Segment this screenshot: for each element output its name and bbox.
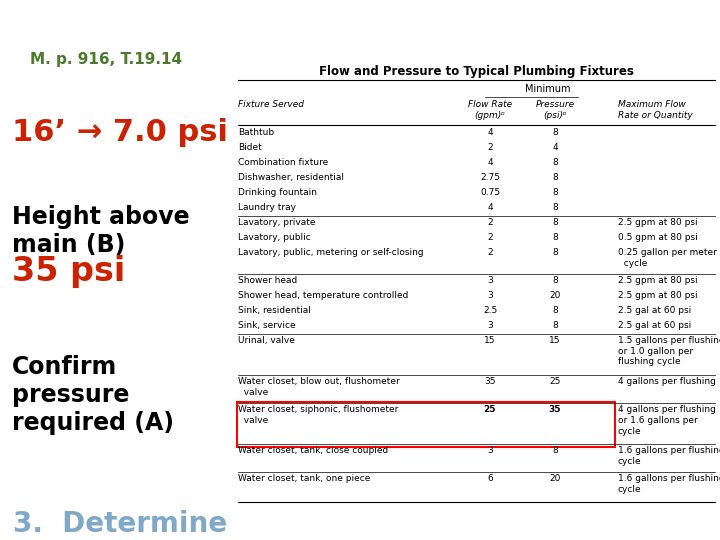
Text: 8: 8	[552, 446, 558, 455]
Text: 2.5 gpm at 80 psi: 2.5 gpm at 80 psi	[618, 291, 698, 300]
Text: Sink, service: Sink, service	[238, 321, 296, 330]
Text: Shower head, temperature controlled: Shower head, temperature controlled	[238, 291, 408, 300]
Text: Water closet, blow out, flushometer
  valve: Water closet, blow out, flushometer valv…	[238, 377, 400, 397]
Text: Water closet, tank, one piece: Water closet, tank, one piece	[238, 474, 370, 483]
Text: Flow and Pressure to Typical Plumbing Fixtures: Flow and Pressure to Typical Plumbing Fi…	[319, 65, 634, 78]
Text: 15: 15	[549, 336, 561, 345]
Text: Height above
main (B): Height above main (B)	[12, 205, 189, 257]
Text: 3.  Determine
the Most
Critical
Fixture: 3. Determine the Most Critical Fixture	[13, 510, 227, 540]
Text: 25: 25	[549, 377, 561, 386]
Text: 4: 4	[487, 158, 492, 167]
Text: 4: 4	[552, 143, 558, 152]
Text: Lavatory, public, metering or self-closing: Lavatory, public, metering or self-closi…	[238, 248, 423, 257]
Text: Flow Rate
(gpm)ᶛ: Flow Rate (gpm)ᶛ	[468, 100, 512, 120]
Text: 2: 2	[487, 218, 492, 227]
Text: 16’ → 7.0 psi: 16’ → 7.0 psi	[12, 118, 228, 147]
Text: 3: 3	[487, 321, 493, 330]
Text: 25: 25	[484, 405, 496, 414]
Text: 35: 35	[549, 405, 562, 414]
Text: 20: 20	[549, 291, 561, 300]
Text: 2.5 gal at 60 psi: 2.5 gal at 60 psi	[618, 306, 691, 315]
Text: 20: 20	[549, 474, 561, 483]
Text: 4 gallons per flushing
or 1.6 gallons per
cycle: 4 gallons per flushing or 1.6 gallons pe…	[618, 405, 716, 435]
Text: 8: 8	[552, 173, 558, 182]
Text: Fixture Served: Fixture Served	[238, 100, 304, 109]
Text: 0.5 gpm at 80 psi: 0.5 gpm at 80 psi	[618, 233, 698, 242]
Text: 4: 4	[487, 128, 492, 137]
Text: Sink, residential: Sink, residential	[238, 306, 311, 315]
Bar	[237, 402, 615, 447]
Text: Lavatory, public: Lavatory, public	[238, 233, 311, 242]
Text: 3: 3	[487, 291, 493, 300]
Text: 8: 8	[552, 248, 558, 257]
Text: 8: 8	[552, 158, 558, 167]
Text: 8: 8	[552, 203, 558, 212]
Text: 2.5 gpm at 80 psi: 2.5 gpm at 80 psi	[618, 276, 698, 285]
Text: Drinking fountain: Drinking fountain	[238, 188, 317, 197]
Text: Pressure
(psi)ᶛ: Pressure (psi)ᶛ	[536, 100, 575, 120]
Text: 2: 2	[487, 143, 492, 152]
Text: 4 gallons per flushing: 4 gallons per flushing	[618, 377, 716, 386]
Text: 8: 8	[552, 128, 558, 137]
Text: Shower head: Shower head	[238, 276, 297, 285]
Text: 2.75: 2.75	[480, 173, 500, 182]
Text: Dishwasher, residential: Dishwasher, residential	[238, 173, 344, 182]
Text: 2: 2	[487, 233, 492, 242]
Text: Water closet, tank, close coupled: Water closet, tank, close coupled	[238, 446, 388, 455]
Text: 15: 15	[485, 336, 496, 345]
Text: Confirm
pressure
required (A): Confirm pressure required (A)	[12, 355, 174, 435]
Text: 8: 8	[552, 306, 558, 315]
Text: M. p. 916, T.19.14: M. p. 916, T.19.14	[30, 52, 182, 67]
Text: Maximum Flow
Rate or Quantity: Maximum Flow Rate or Quantity	[618, 100, 693, 120]
Text: 35: 35	[485, 377, 496, 386]
Text: 2.5: 2.5	[483, 306, 497, 315]
Text: Water closet, siphonic, flushometer
  valve: Water closet, siphonic, flushometer valv…	[238, 405, 398, 425]
Text: Combination fixture: Combination fixture	[238, 158, 328, 167]
Text: 2.5 gal at 60 psi: 2.5 gal at 60 psi	[618, 321, 691, 330]
Text: Urinal, valve: Urinal, valve	[238, 336, 295, 345]
Text: Laundry tray: Laundry tray	[238, 203, 296, 212]
Text: 1.5 gallons per flushing
or 1.0 gallon per
flushing cycle: 1.5 gallons per flushing or 1.0 gallon p…	[618, 336, 720, 367]
Text: 8: 8	[552, 321, 558, 330]
Text: 8: 8	[552, 233, 558, 242]
Text: Bathtub: Bathtub	[238, 128, 274, 137]
Text: 35 psi: 35 psi	[12, 255, 125, 288]
Text: 0.75: 0.75	[480, 188, 500, 197]
Text: 3: 3	[487, 276, 493, 285]
Text: Bidet: Bidet	[238, 143, 262, 152]
Text: Lavatory, private: Lavatory, private	[238, 218, 315, 227]
Text: 1.6 gallons per flushing
cycle: 1.6 gallons per flushing cycle	[618, 474, 720, 494]
Text: 4: 4	[487, 203, 492, 212]
Text: 0.25 gallon per meter
  cycle: 0.25 gallon per meter cycle	[618, 248, 717, 268]
Text: 3: 3	[487, 446, 493, 455]
Text: 6: 6	[487, 474, 493, 483]
Text: 8: 8	[552, 218, 558, 227]
Text: 2.5 gpm at 80 psi: 2.5 gpm at 80 psi	[618, 218, 698, 227]
Text: 8: 8	[552, 188, 558, 197]
Text: 2: 2	[487, 248, 492, 257]
Text: 8: 8	[552, 276, 558, 285]
Text: Minimum: Minimum	[525, 84, 570, 94]
Text: 1.6 gallons per flushing
cycle: 1.6 gallons per flushing cycle	[618, 446, 720, 465]
